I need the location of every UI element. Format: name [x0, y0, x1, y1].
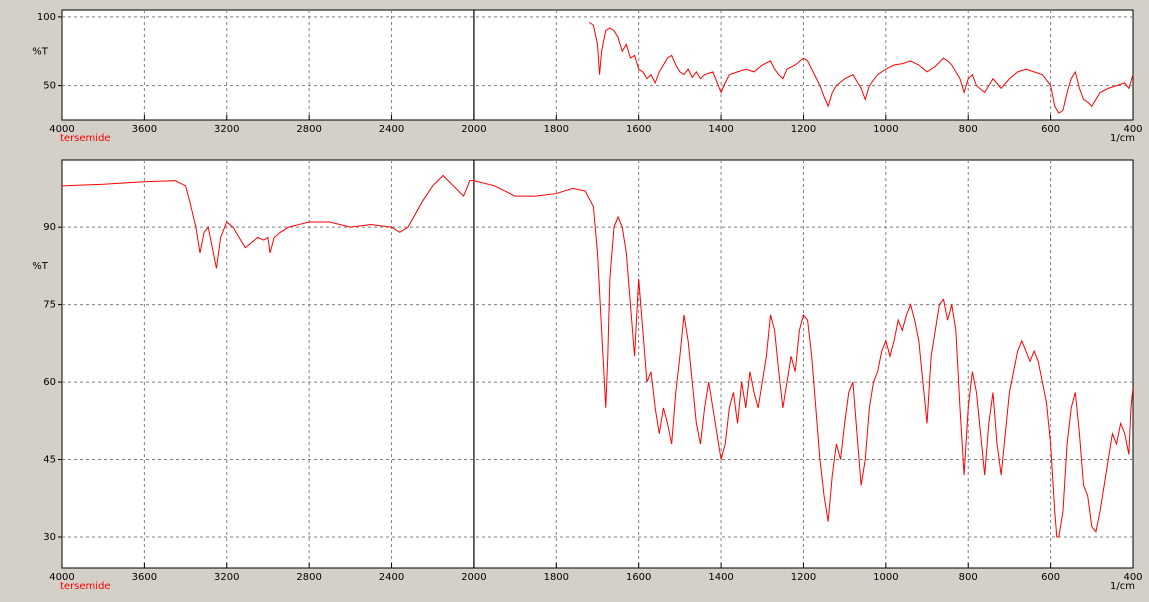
x-tick-label: 1200: [791, 124, 816, 135]
x-tick-label: 1400: [708, 124, 733, 135]
x-tick-label: 1600: [626, 572, 651, 583]
plot-area: [61, 9, 1134, 121]
y-tick-label: 100: [37, 12, 56, 23]
x-tick-label: 2400: [379, 124, 404, 135]
x-tick-label: 800: [959, 124, 978, 135]
spectrum-line: [62, 174, 1133, 538]
x-tick-label: 1200: [791, 572, 816, 583]
y-axis-label: %T: [32, 261, 49, 272]
x-tick-label: 3200: [214, 572, 239, 583]
x-tick-label: 4000: [49, 572, 74, 583]
y-tick-label: 60: [43, 377, 56, 388]
x-tick-label: 1800: [544, 124, 569, 135]
y-axis-label: %T: [32, 46, 49, 57]
plot-area: [61, 159, 1134, 569]
y-tick-label: 50: [43, 81, 56, 92]
x-tick-label: 400: [1123, 572, 1142, 583]
x-tick-label: 1600: [626, 124, 651, 135]
x-tick-label: 600: [1041, 572, 1060, 583]
x-tick-label: 1400: [708, 572, 733, 583]
x-tick-label: 1000: [873, 124, 898, 135]
x-tick-label: 2000: [461, 572, 486, 583]
x-tick-label: 600: [1041, 124, 1060, 135]
x-tick-label: 2800: [296, 124, 321, 135]
spectrum-line: [588, 21, 1133, 114]
x-tick-label: 2400: [379, 572, 404, 583]
x-tick-label: 800: [959, 572, 978, 583]
x-tick-label: 3200: [214, 124, 239, 135]
y-tick-label: 75: [43, 300, 56, 311]
y-tick-label: 45: [43, 455, 56, 466]
x-tick-label: 1800: [544, 572, 569, 583]
x-tick-label: 400: [1123, 124, 1142, 135]
x-tick-label: 3600: [132, 572, 157, 583]
x-tick-label: 3600: [132, 124, 157, 135]
y-tick-label: 90: [43, 222, 56, 233]
x-tick-label: 1000: [873, 572, 898, 583]
sample-name: tersemide: [60, 581, 111, 592]
x-axis-label: 1/cm: [1110, 133, 1135, 144]
x-tick-label: 2800: [296, 572, 321, 583]
x-axis-label: 1/cm: [1110, 581, 1135, 592]
y-tick-label: 30: [43, 532, 56, 543]
sample-name: tersemide: [60, 133, 111, 144]
x-tick-label: 2000: [461, 124, 486, 135]
x-tick-label: 4000: [49, 124, 74, 135]
